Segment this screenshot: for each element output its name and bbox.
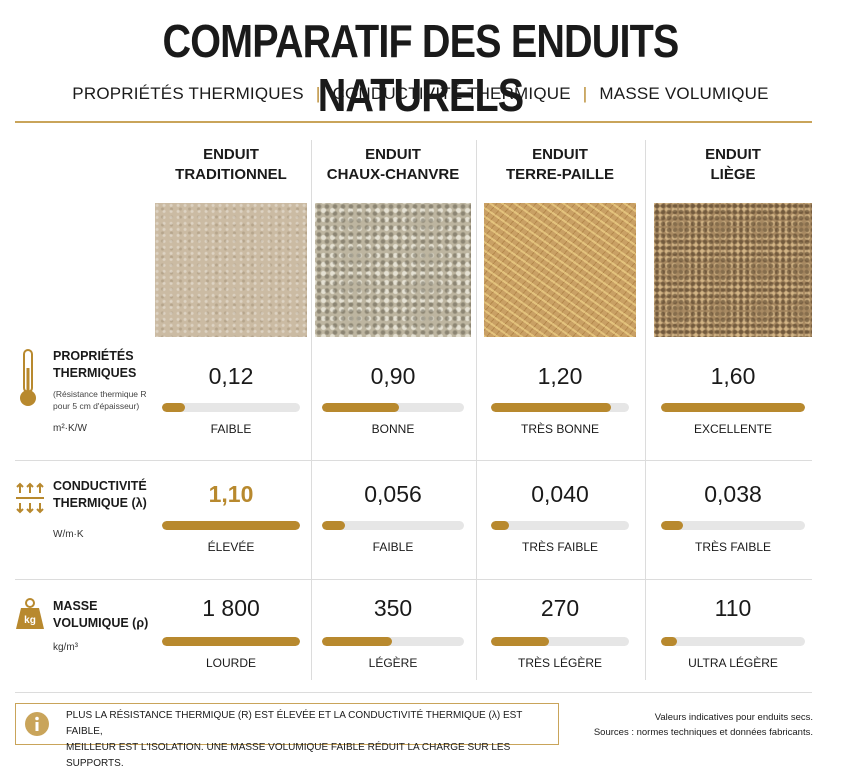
cell-rating: ÉLEVÉE <box>207 540 255 554</box>
cell-rating: TRÈS FAIBLE <box>521 540 599 554</box>
gauge-fill <box>162 403 186 412</box>
texture-image <box>484 203 636 337</box>
row-note: pour 5 cm d'épaisseur) <box>53 401 140 411</box>
subtitle-item: PROPRIÉTÉS THERMIQUES <box>72 84 304 103</box>
gauge-fill <box>661 403 805 412</box>
gauge-track <box>322 403 464 412</box>
cell-value: 0,90 <box>370 363 416 389</box>
row-unit: kg/m³ <box>53 642 78 653</box>
info-text: PLUS LA RÉSISTANCE THERMIQUE (R) EST ÉLE… <box>66 708 558 772</box>
row-label: VOLUMIQUE (ρ) <box>53 616 149 630</box>
row-icon <box>15 481 45 520</box>
row-label: PROPRIÉTÉS <box>53 349 134 363</box>
subtitle-item: MASSE VOLUMIQUE <box>599 84 769 103</box>
notes: Valeurs indicatives pour enduits secs. So… <box>594 710 813 740</box>
cell-value: 1 800 <box>202 595 260 621</box>
row-icon: kg <box>15 597 45 636</box>
gauge-track <box>162 521 300 530</box>
row-label: THERMIQUE (λ) <box>53 496 147 510</box>
row-label: MASSE <box>53 599 98 613</box>
cell-value: 110 <box>714 595 752 621</box>
gauge-fill <box>491 403 612 412</box>
info-icon <box>25 712 49 736</box>
divider <box>15 121 812 123</box>
gauge-track <box>162 403 300 412</box>
cell-rating: TRÈS LÉGÈRE <box>517 656 603 670</box>
gauge-track <box>162 637 300 646</box>
cell-value: 0,040 <box>531 481 589 507</box>
note: Sources : normes techniques et données f… <box>593 727 813 738</box>
cell-value: 1,10 <box>208 481 254 507</box>
column-header: LIÈGE <box>710 166 756 183</box>
texture-image <box>155 203 307 337</box>
icon: kg <box>16 598 44 629</box>
note: Valeurs indicatives pour enduits secs. <box>654 712 813 723</box>
footer-divider <box>15 692 812 693</box>
row-unit: m²·K/W <box>53 423 87 434</box>
cell-rating: TRÈS BONNE <box>520 422 599 436</box>
cell-rating: BONNE <box>371 422 415 436</box>
row-label: CONDUCTIVITÉ <box>53 479 147 493</box>
icon <box>16 482 44 514</box>
texture-image <box>654 203 812 337</box>
row-note: (Résistance thermique R <box>53 389 147 399</box>
cell-rating: EXCELLENTE <box>693 422 773 436</box>
column-divider <box>645 140 646 680</box>
gauge-fill <box>322 403 399 412</box>
gauge-fill <box>162 637 300 646</box>
gauge-track <box>661 521 805 530</box>
column-header: ENDUIT <box>365 146 421 163</box>
gauge-fill <box>322 521 345 530</box>
subtitle: PROPRIÉTÉS THERMIQUES | CONDUCTIVITÉ THERM… <box>72 84 769 103</box>
info-line: PLUS LA RÉSISTANCE THERMIQUE (R) EST ÉLE… <box>66 710 523 737</box>
subtitle-item: CONDUCTIVITÉ THERMIQUE <box>332 84 571 103</box>
column-header: ENDUIT <box>532 146 588 163</box>
gauge-track <box>491 403 629 412</box>
gauge-track <box>322 637 464 646</box>
gauge-fill <box>661 521 683 530</box>
gauge-track <box>322 521 464 530</box>
gauge-fill <box>491 521 509 530</box>
row-divider <box>15 460 812 461</box>
gauge-track <box>661 637 805 646</box>
cell-value: 350 <box>373 595 413 621</box>
column-header: ENDUIT <box>705 146 761 163</box>
gauge-track <box>491 637 629 646</box>
cell-rating: ULTRA LÉGÈRE <box>688 656 778 670</box>
info-box: PLUS LA RÉSISTANCE THERMIQUE (R) EST ÉLE… <box>15 703 559 769</box>
column-header: ENDUIT <box>203 146 259 163</box>
column-header: TRADITIONNEL <box>175 166 287 183</box>
cell-value: 0,12 <box>208 363 254 389</box>
cell-rating: FAIBLE <box>372 540 414 554</box>
cell-value: 1,60 <box>710 363 756 389</box>
gauge-track <box>661 403 805 412</box>
gauge-fill <box>491 637 549 646</box>
cell-rating: FAIBLE <box>210 422 252 436</box>
gauge-fill <box>322 637 392 646</box>
gauge-fill <box>661 637 677 646</box>
gauge-fill <box>162 521 300 530</box>
cell-value: 0,038 <box>704 481 762 507</box>
title: COMPARATIF DES ENDUITS NATURELS <box>162 15 680 121</box>
column-header: CHAUX-CHANVRE <box>326 166 460 183</box>
cell-rating: TRÈS FAIBLE <box>694 540 772 554</box>
column-divider <box>476 140 477 680</box>
gauge-track <box>491 521 629 530</box>
info-line: MEILLEUR EST L'ISOLATION. UNE MASSE VOLU… <box>66 742 511 769</box>
texture-image <box>315 203 471 337</box>
row-divider <box>15 579 812 580</box>
row-label: THERMIQUES <box>53 366 137 380</box>
cell-rating: LOURDE <box>205 656 256 670</box>
column-divider <box>311 140 312 680</box>
cell-value: 0,056 <box>364 481 422 507</box>
cell-value: 270 <box>540 595 580 621</box>
column-header: TERRE-PAILLE <box>505 166 615 183</box>
svg-text:kg: kg <box>24 615 36 626</box>
cell-rating: LÉGÈRE <box>368 656 418 670</box>
cell-value: 1,20 <box>537 363 583 389</box>
row-unit: W/m·K <box>53 529 84 540</box>
row-icon <box>15 348 41 415</box>
icon <box>20 349 36 406</box>
